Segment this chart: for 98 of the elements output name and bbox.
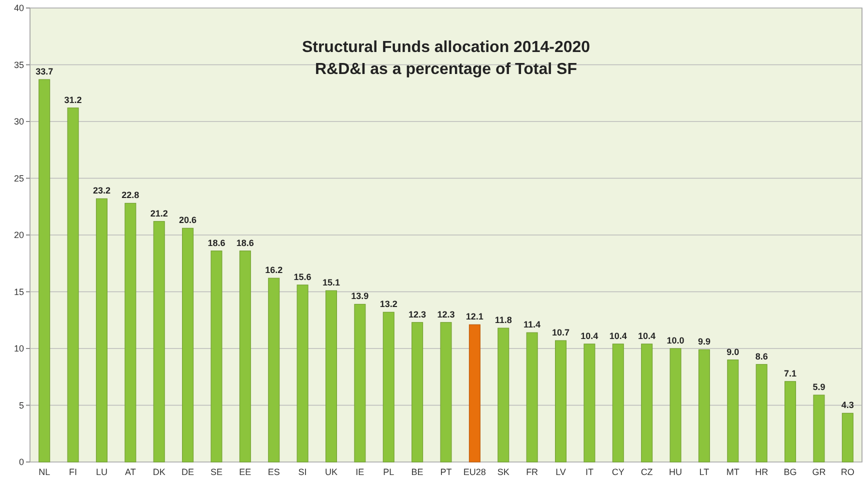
data-label: 16.2 <box>265 265 283 276</box>
data-label: 10.0 <box>666 336 684 346</box>
text: Structural Funds allocation 2014-2020 <box>302 39 590 56</box>
x-tick-label: DK <box>152 467 166 477</box>
x-tick-label: LV <box>556 467 566 477</box>
data-label: 11.4 <box>524 320 541 330</box>
bar <box>210 250 222 462</box>
x-tick-label: RO <box>840 467 854 477</box>
data-label: 20.6 <box>179 215 197 226</box>
y-tick-label: 35 <box>14 60 24 70</box>
data-label: 12.3 <box>408 309 426 320</box>
bar <box>756 364 768 462</box>
data-label: 8.6 <box>755 351 768 362</box>
x-tick-label: GR <box>812 467 826 477</box>
bar <box>325 290 337 462</box>
y-tick-label: 5 <box>18 400 24 410</box>
x-tick-label: HU <box>669 467 682 477</box>
x-tick-label: IE <box>356 467 364 477</box>
x-tick-label: IT <box>585 467 594 477</box>
y-tick-label: 15 <box>14 286 24 297</box>
bar <box>641 344 653 462</box>
data-label: 12.1 <box>466 312 484 322</box>
x-tick-label: FR <box>526 467 539 477</box>
bar <box>268 278 280 462</box>
data-label: 13.2 <box>380 299 398 310</box>
bar <box>412 322 424 462</box>
data-label: 10.4 <box>580 330 598 341</box>
x-tick-label: AT <box>124 467 136 477</box>
y-tick-label: 25 <box>14 173 24 184</box>
bar <box>468 324 480 462</box>
bar <box>440 322 452 462</box>
data-label: 4.3 <box>841 400 854 410</box>
x-tick-label: NL <box>38 467 50 477</box>
bar <box>96 198 108 462</box>
x-tick-label: LT <box>699 467 710 477</box>
y-tick-label: 0 <box>18 457 24 467</box>
x-tick-label: FI <box>69 467 78 477</box>
data-label: 7.1 <box>784 368 797 378</box>
bar <box>813 394 825 462</box>
x-tick-label: UK <box>324 467 338 477</box>
x-tick-label: CZ <box>640 467 654 477</box>
bar <box>670 348 682 462</box>
data-label: 5.9 <box>812 382 826 392</box>
x-tick-label: BE <box>411 467 424 477</box>
data-label: 15.1 <box>322 278 340 288</box>
bar <box>526 332 538 462</box>
bar <box>584 344 596 462</box>
y-tick-label: 30 <box>14 116 24 126</box>
y-tick-label: 10 <box>14 344 24 354</box>
bar <box>38 79 50 462</box>
bar <box>784 381 796 462</box>
data-label: 9.9 <box>698 336 710 347</box>
bar <box>182 228 194 462</box>
x-tick-label: SK <box>497 467 510 477</box>
bar <box>612 344 624 462</box>
x-tick-label: HR <box>755 467 769 477</box>
data-label: 21.2 <box>150 208 168 218</box>
text: R&D&I as a percentage of Total SF <box>315 61 578 78</box>
data-label: 9.0 <box>726 346 740 357</box>
bar <box>842 412 854 462</box>
x-tick-label: BG <box>784 467 797 477</box>
data-label: 11.8 <box>494 315 512 326</box>
bar <box>67 108 79 462</box>
data-label: 31.2 <box>64 94 82 105</box>
bar <box>698 349 710 462</box>
x-tick-label: DE <box>182 467 194 477</box>
bar <box>498 328 510 462</box>
bar <box>153 221 165 462</box>
bar <box>296 284 308 462</box>
bar <box>382 312 394 462</box>
bar <box>354 304 366 462</box>
x-tick-label: PL <box>383 467 394 477</box>
data-label: 33.7 <box>36 66 54 77</box>
data-label: 23.2 <box>92 186 110 196</box>
y-tick-label: 40 <box>14 3 24 13</box>
bar <box>239 250 251 462</box>
x-tick-label: MT <box>726 467 740 477</box>
x-tick-label: LU <box>96 467 108 477</box>
bar <box>555 340 567 462</box>
data-label: 18.6 <box>208 238 226 248</box>
x-tick-label: CY <box>612 467 624 477</box>
y-tick-label: 20 <box>14 230 24 240</box>
x-tick-label: SE <box>210 467 222 477</box>
x-tick-label: PT <box>440 467 452 477</box>
x-tick-label: SI <box>298 467 307 477</box>
bar <box>124 202 136 462</box>
x-tick-label: ES <box>268 467 280 477</box>
data-label: 10.4 <box>638 330 656 341</box>
x-tick-label: EU28 <box>463 467 486 477</box>
data-label: 10.7 <box>552 328 570 338</box>
data-label: 22.8 <box>122 190 140 200</box>
data-label: 13.9 <box>351 291 369 302</box>
data-label: 15.6 <box>294 272 312 282</box>
data-label: 12.3 <box>437 309 455 320</box>
data-label: 18.6 <box>236 238 254 248</box>
data-label: 10.4 <box>609 330 627 341</box>
x-tick-label: EE <box>239 467 252 477</box>
bar <box>727 360 739 462</box>
